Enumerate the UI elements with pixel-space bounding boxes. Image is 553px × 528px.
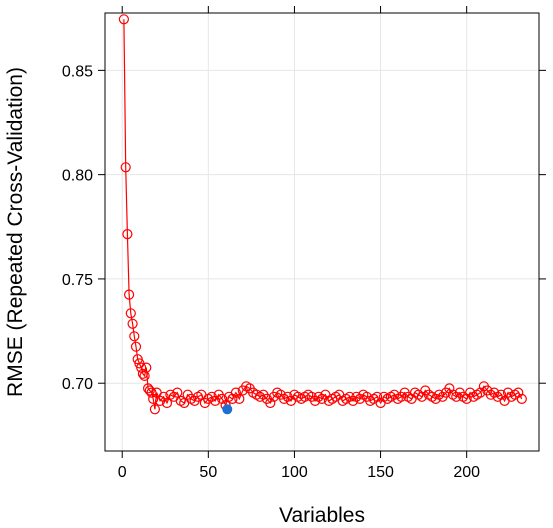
x-tick-label: 50 xyxy=(199,464,217,481)
data-point xyxy=(127,318,138,329)
data-point xyxy=(513,387,524,398)
data-point xyxy=(234,393,245,404)
data-point xyxy=(125,308,136,319)
series-points xyxy=(118,14,527,415)
data-point xyxy=(148,393,159,404)
data-point xyxy=(137,368,148,379)
data-point xyxy=(172,387,183,398)
data-point xyxy=(210,395,221,406)
y-tick-label: 0.80 xyxy=(62,168,93,185)
data-point xyxy=(130,341,142,352)
data-point xyxy=(158,391,169,402)
plot-frame xyxy=(104,12,540,452)
y-axis-title: RMSE (Repeated Cross-Validation) xyxy=(4,67,27,397)
data-point xyxy=(416,391,427,402)
data-point xyxy=(144,385,155,396)
data-point xyxy=(475,387,486,398)
x-tick-label: 0 xyxy=(118,464,127,481)
y-tick-label: 0.85 xyxy=(62,63,93,80)
grid xyxy=(105,13,539,451)
series-line xyxy=(123,19,523,410)
data-point xyxy=(129,331,140,342)
data-point xyxy=(230,387,241,398)
data-point xyxy=(227,393,238,404)
best-point xyxy=(222,404,233,415)
data-point xyxy=(122,229,133,240)
x-tick-label: 200 xyxy=(453,464,480,481)
series-line-path xyxy=(123,19,523,410)
data-point xyxy=(124,289,135,300)
y-tick-label: 0.75 xyxy=(62,272,93,289)
data-point xyxy=(141,362,152,373)
data-point xyxy=(118,14,130,25)
data-point xyxy=(444,383,455,394)
y-tick-label: 0.70 xyxy=(62,376,93,393)
data-point xyxy=(120,162,131,173)
data-point xyxy=(265,397,276,409)
data-point xyxy=(372,391,383,402)
data-point xyxy=(461,393,472,404)
data-point xyxy=(149,404,160,415)
data-point xyxy=(217,393,228,404)
data-point xyxy=(496,389,507,400)
x-tick-label: 150 xyxy=(367,464,394,481)
x-tick-label: 100 xyxy=(281,464,308,481)
x-axis-title: Variables xyxy=(279,504,365,527)
data-point xyxy=(516,393,527,404)
axes: 0 50 100 150 200 0.70 0.75 0.80 0.85 xyxy=(62,6,546,481)
best-point-marker xyxy=(222,404,233,415)
data-point xyxy=(146,387,157,398)
